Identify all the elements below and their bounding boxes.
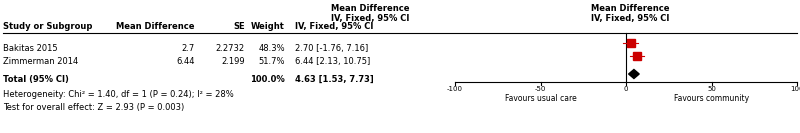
Text: Zimmerman 2014: Zimmerman 2014: [3, 57, 78, 66]
Text: Mean Difference: Mean Difference: [117, 22, 195, 31]
Text: Favours community: Favours community: [674, 94, 749, 103]
Text: Total (95% CI): Total (95% CI): [3, 75, 69, 84]
Text: 48.3%: 48.3%: [258, 44, 285, 53]
Text: Favours usual care: Favours usual care: [505, 94, 576, 103]
Text: 51.7%: 51.7%: [258, 57, 285, 66]
Text: 2.70 [-1.76, 7.16]: 2.70 [-1.76, 7.16]: [295, 44, 368, 53]
Text: -50: -50: [535, 86, 546, 92]
Polygon shape: [629, 70, 639, 78]
Text: Study or Subgroup: Study or Subgroup: [3, 22, 92, 31]
Text: -100: -100: [447, 86, 463, 92]
Text: 100: 100: [790, 86, 800, 92]
Text: Bakitas 2015: Bakitas 2015: [3, 44, 58, 53]
Text: IV, Fixed, 95% CI: IV, Fixed, 95% CI: [295, 22, 374, 31]
Text: 6.44: 6.44: [177, 57, 195, 66]
Text: 4.63 [1.53, 7.73]: 4.63 [1.53, 7.73]: [295, 75, 374, 84]
Text: 2.2732: 2.2732: [216, 44, 245, 53]
Text: Heterogeneity: Chi² = 1.40, df = 1 (P = 0.24); I² = 28%: Heterogeneity: Chi² = 1.40, df = 1 (P = …: [3, 90, 234, 99]
Text: 6.44 [2.13, 10.75]: 6.44 [2.13, 10.75]: [295, 57, 370, 66]
Text: 100.0%: 100.0%: [250, 75, 285, 84]
Text: 50: 50: [707, 86, 716, 92]
Text: IV, Fixed, 95% CI: IV, Fixed, 95% CI: [331, 14, 409, 23]
Text: 0: 0: [624, 86, 628, 92]
Text: Mean Difference: Mean Difference: [330, 4, 410, 13]
Text: IV, Fixed, 95% CI: IV, Fixed, 95% CI: [591, 14, 669, 23]
Text: SE: SE: [234, 22, 245, 31]
Text: Mean Difference: Mean Difference: [590, 4, 670, 13]
Text: Weight: Weight: [251, 22, 285, 31]
Text: Test for overall effect: Z = 2.93 (P = 0.003): Test for overall effect: Z = 2.93 (P = 0…: [3, 103, 184, 112]
Text: 2.199: 2.199: [222, 57, 245, 66]
Text: 2.7: 2.7: [182, 44, 195, 53]
